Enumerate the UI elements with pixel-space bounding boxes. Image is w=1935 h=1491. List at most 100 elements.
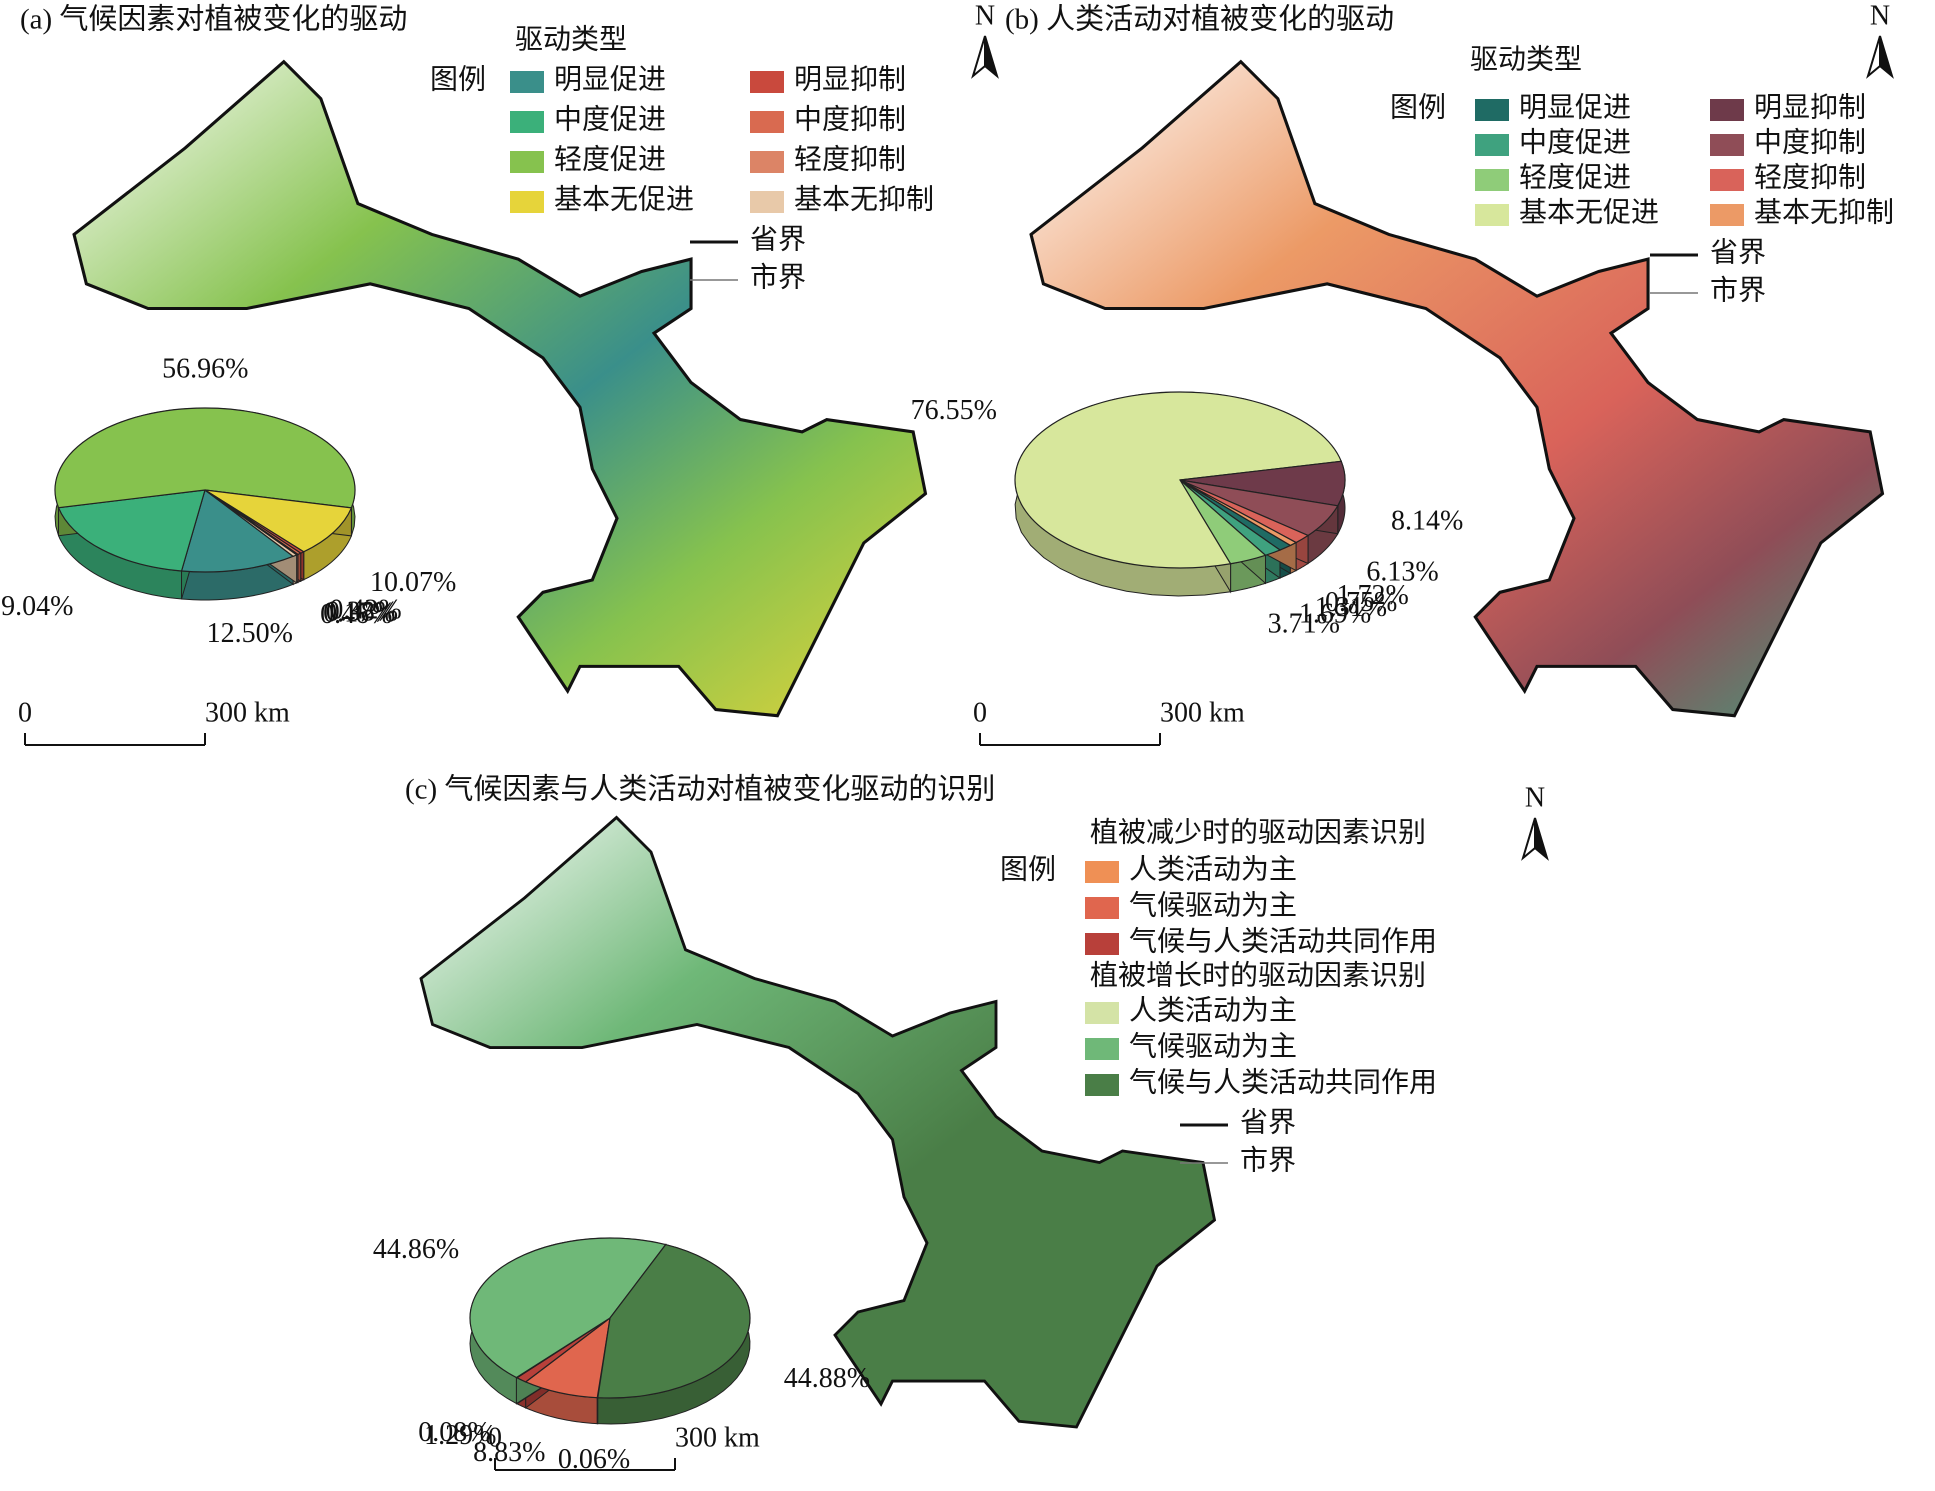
legend-entry: 省界 (1240, 1106, 1296, 1138)
legend-label: 图例 (1000, 853, 1056, 885)
legend-swatch (1085, 1038, 1119, 1060)
pie-slice (597, 1243, 751, 1399)
pie-label: 1.29% (424, 1420, 496, 1451)
scale-label: 300 km (205, 697, 290, 728)
legend-swatch (1710, 169, 1744, 191)
legend-swatch (1085, 861, 1119, 883)
scale-label: 0 (488, 1422, 502, 1453)
legend-entry: 基本无促进 (554, 183, 694, 215)
map-region (1029, 60, 1885, 718)
legend-swatch (1085, 1074, 1119, 1096)
pie-label: 0.17% (323, 598, 395, 629)
legend-swatch (1475, 204, 1509, 226)
legend-entry: 轻度促进 (554, 143, 666, 175)
legend-entry: 轻度抑制 (1754, 161, 1866, 193)
north-arrow (1534, 817, 1549, 861)
pie-slice (57, 489, 206, 572)
legend-entry: 气候与人类活动共同作用 (1129, 1066, 1437, 1098)
legend-entry: 轻度抑制 (794, 143, 906, 175)
legend-entry: 基本无抑制 (1754, 196, 1894, 228)
legend-swatch (510, 111, 544, 133)
pie-label: 19.04% (0, 591, 73, 622)
legend-label: 图例 (430, 63, 486, 95)
legend-swatch (1475, 99, 1509, 121)
scale-label: 0 (18, 697, 32, 728)
pie-label: 3.71% (1268, 609, 1340, 640)
legend-swatch (510, 71, 544, 93)
north-arrow (1879, 35, 1894, 79)
pie-slice (469, 1237, 667, 1379)
pie-label: 0.38% (326, 597, 398, 628)
pie-label: 0.08% (418, 1417, 490, 1448)
legend-swatch (750, 151, 784, 173)
pie-label: 8.14% (1391, 505, 1463, 536)
scale-label: 300 km (1160, 697, 1245, 728)
pie-label: 44.88% (784, 1363, 870, 1394)
legend-swatch (1710, 204, 1744, 226)
legend-entry: 人类活动为主 (1129, 994, 1297, 1026)
legend-entry: 气候与人类活动共同作用 (1129, 925, 1437, 957)
legend-group-title: 驱动类型 (1470, 43, 1582, 75)
legend-entry: 中度促进 (554, 103, 666, 135)
legend-entry: 基本无促进 (1519, 196, 1659, 228)
panel-title: (b) 人类活动对植被变化的驱动 (1005, 3, 1394, 36)
legend-swatch (1085, 897, 1119, 919)
legend-entry: 人类活动为主 (1129, 853, 1297, 885)
pie-label: 6.13% (1366, 556, 1438, 587)
legend-swatch (510, 191, 544, 213)
legend-label: 图例 (1390, 91, 1446, 123)
north-arrow (971, 35, 986, 79)
legend-swatch (1475, 134, 1509, 156)
legend-group-title: 驱动类型 (515, 23, 627, 55)
legend-group-title: 植被增长时的驱动因素识别 (1090, 959, 1426, 991)
pie-label: 1.72% (1336, 580, 1408, 611)
pie-slice (204, 489, 298, 558)
legend-swatch (750, 111, 784, 133)
panel-title: (c) 气候因素与人类活动对植被变化驱动的识别 (405, 773, 995, 806)
pie-slice (1014, 391, 1343, 569)
legend-swatch (510, 151, 544, 173)
legend-swatch (1710, 99, 1744, 121)
pie-label: 56.96% (162, 354, 248, 385)
legend-swatch (750, 71, 784, 93)
scale-label: 0 (973, 697, 987, 728)
legend-entry: 中度抑制 (1754, 126, 1866, 158)
legend-entry: 气候驱动为主 (1129, 889, 1297, 921)
legend-swatch (1085, 933, 1119, 955)
north-label: N (1525, 782, 1545, 813)
legend-entry: 明显抑制 (1754, 91, 1866, 123)
pie-slice (204, 489, 353, 553)
north-arrow (1521, 817, 1536, 861)
pie-label: 1.31% (1315, 592, 1387, 623)
panel-title: (a) 气候因素对植被变化的驱动 (20, 3, 407, 36)
legend-entry: 基本无抑制 (794, 183, 934, 215)
pie-label: 1.69% (1299, 599, 1371, 630)
pie-label: 44.86% (373, 1234, 459, 1265)
pie-slice (180, 488, 295, 573)
legend-entry: 明显促进 (1519, 91, 1631, 123)
north-label: N (975, 0, 995, 31)
legend-entry: 市界 (1240, 1144, 1296, 1176)
legend-entry: 轻度促进 (1519, 161, 1631, 193)
north-label: N (1870, 0, 1890, 31)
legend-swatch (1710, 134, 1744, 156)
north-arrow (984, 35, 999, 79)
legend-entry: 省界 (1710, 236, 1766, 268)
pie-label: 8.83% (473, 1437, 545, 1468)
legend-entry: 中度促进 (1519, 126, 1631, 158)
pie-slice (1179, 479, 1298, 547)
legend-swatch (750, 191, 784, 213)
scale-label: 300 km (675, 1422, 760, 1453)
legend-swatch (1085, 1002, 1119, 1024)
north-arrow (1866, 35, 1881, 79)
pie-label: 12.50% (207, 618, 293, 649)
legend-entry: 市界 (1710, 274, 1766, 306)
legend-group-title: 植被减少时的驱动因素识别 (1090, 816, 1426, 848)
legend-swatch (1475, 169, 1509, 191)
legend-entry: 省界 (750, 223, 806, 255)
pie-label: 0.42% (329, 595, 401, 626)
legend-entry: 明显抑制 (794, 63, 906, 95)
pie-label: 10.07% (370, 567, 456, 598)
legend-entry: 市界 (750, 261, 806, 293)
